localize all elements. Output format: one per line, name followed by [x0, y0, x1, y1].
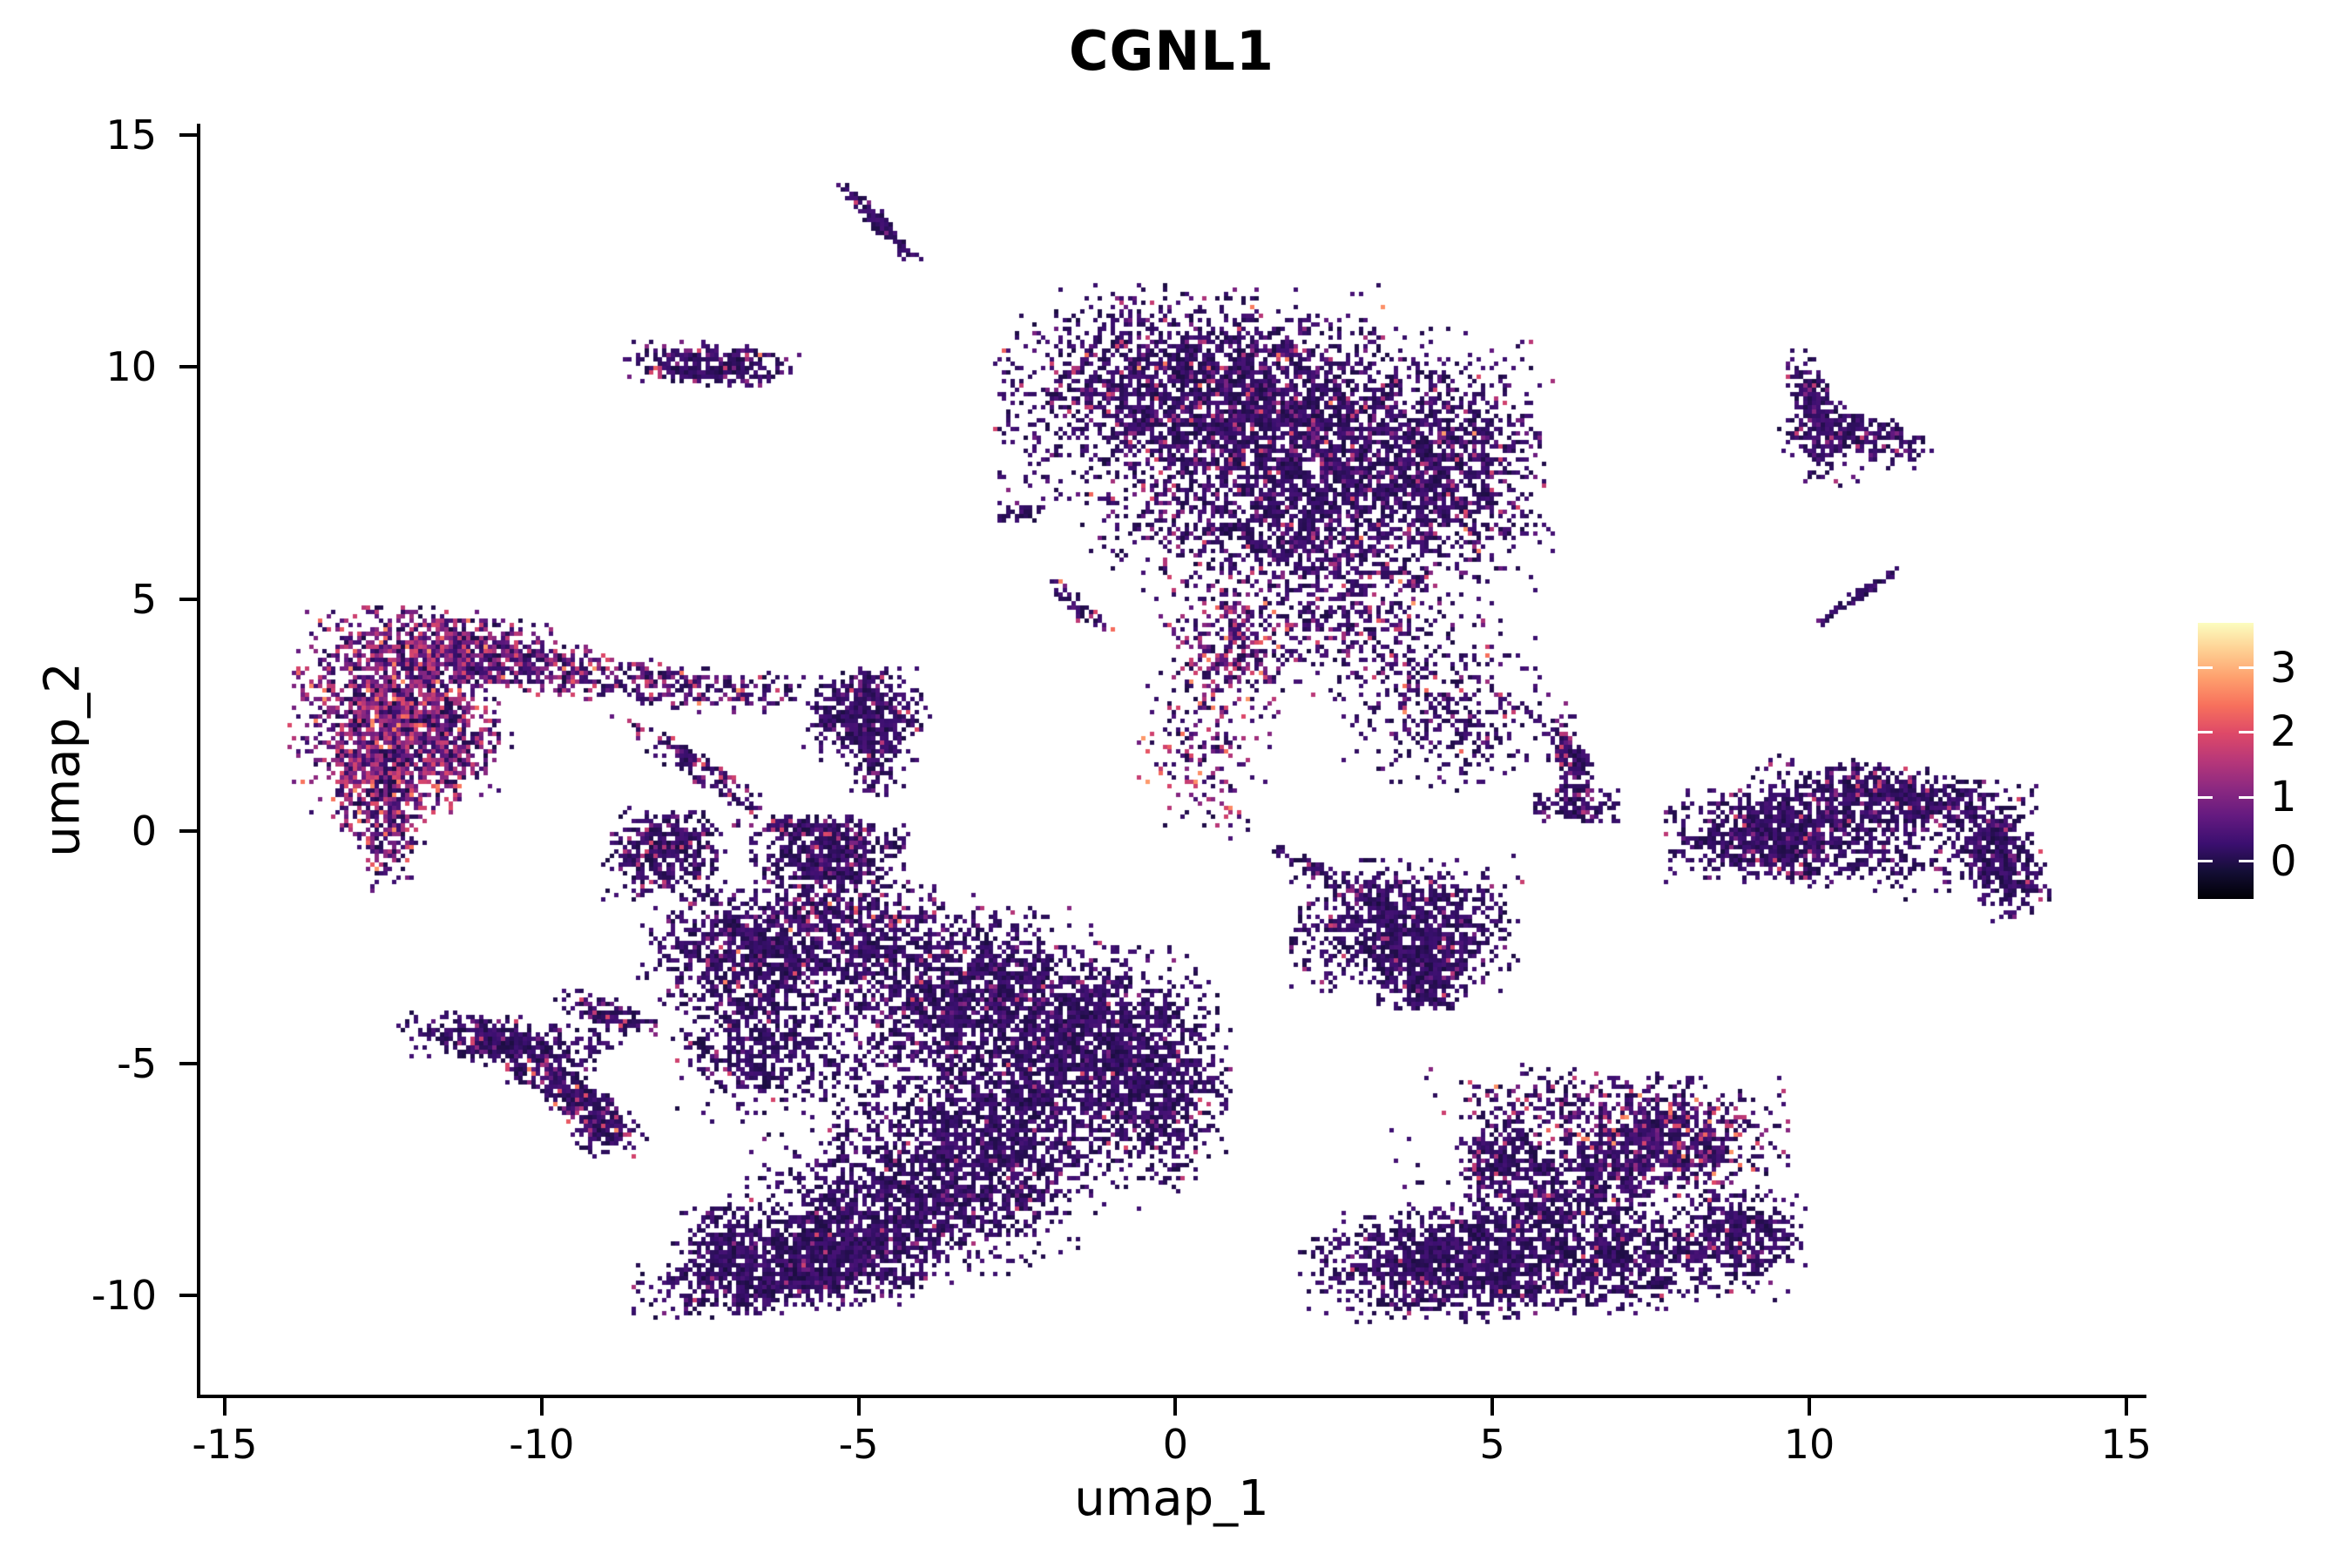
- y-axis-tick-label: 5: [131, 575, 157, 623]
- colorbar-tick-label: 0: [2270, 836, 2297, 886]
- y-axis-tick-mark: [179, 133, 197, 137]
- x-axis-tick-label: 5: [1479, 1421, 1505, 1468]
- x-axis-tick-mark: [2124, 1398, 2128, 1416]
- y-axis-tick-label: 10: [105, 343, 157, 391]
- colorbar-tick-label: 2: [2270, 707, 2297, 757]
- colorbar-tick-label: 3: [2270, 643, 2297, 693]
- x-axis-tick-mark: [223, 1398, 226, 1416]
- x-axis-tick-mark: [856, 1398, 861, 1416]
- x-axis-tick-label: -10: [509, 1421, 575, 1468]
- colorbar-gradient: [2198, 623, 2254, 899]
- colorbar-tick-mark: [2239, 730, 2254, 733]
- colorbar-tick-mark: [2198, 860, 2213, 863]
- x-axis-tick-label: -15: [192, 1421, 258, 1468]
- plot-title: CGNL1: [1069, 19, 1274, 83]
- y-axis-tick-label: 0: [131, 808, 157, 855]
- x-axis-tick-label: 10: [1783, 1421, 1835, 1468]
- y-axis-tick-label: -10: [91, 1272, 157, 1319]
- x-axis-tick-mark: [1808, 1398, 1811, 1416]
- y-axis-tick-label: 15: [105, 112, 157, 159]
- colorbar-tick-mark: [2198, 795, 2213, 799]
- y-axis-line: [197, 124, 200, 1398]
- colorbar-tick-mark: [2239, 795, 2254, 799]
- x-axis-tick-label: -5: [838, 1421, 879, 1468]
- x-axis-tick-mark: [1490, 1398, 1495, 1416]
- y-axis-tick-label: -5: [117, 1039, 157, 1087]
- x-axis-line: [197, 1395, 2146, 1398]
- x-axis-title: umap_1: [1074, 1470, 1269, 1527]
- y-axis-tick-mark: [179, 1061, 197, 1065]
- y-axis-tick-mark: [179, 597, 197, 601]
- colorbar-tick-mark: [2239, 666, 2254, 670]
- colorbar-tick-mark: [2198, 730, 2213, 733]
- x-axis-tick-label: 15: [2100, 1421, 2153, 1468]
- y-axis-tick-mark: [179, 1294, 197, 1297]
- x-axis-tick-mark: [1173, 1398, 1178, 1416]
- colorbar-tick-label: 1: [2270, 773, 2297, 822]
- x-axis-tick-label: 0: [1162, 1421, 1189, 1468]
- y-axis-title: umap_2: [34, 662, 91, 857]
- y-axis-tick-mark: [179, 365, 197, 369]
- y-axis-tick-mark: [179, 829, 197, 834]
- colorbar-tick-mark: [2198, 666, 2213, 670]
- colorbar-tick-mark: [2239, 860, 2254, 863]
- x-axis-tick-mark: [539, 1398, 544, 1416]
